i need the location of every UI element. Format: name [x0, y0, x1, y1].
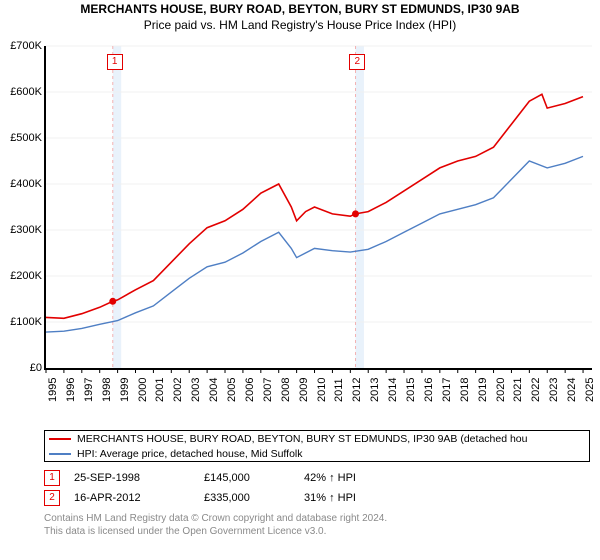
x-tick-label: 2019 — [477, 378, 489, 402]
chart-container: MERCHANTS HOUSE, BURY ROAD, BEYTON, BURY… — [0, 0, 600, 560]
x-tick-label: 2016 — [423, 378, 435, 402]
legend-swatch — [49, 453, 71, 455]
x-tick-label: 1998 — [101, 378, 113, 402]
x-tick-label: 2002 — [172, 378, 184, 402]
y-tick-label: £600K — [0, 86, 42, 98]
x-tick-label: 2013 — [369, 378, 381, 402]
legend-label: MERCHANTS HOUSE, BURY ROAD, BEYTON, BURY… — [77, 433, 528, 445]
x-axis-labels: 1995 1996 1997 1998 1999 2000 2001 2002 2003 2004… — [44, 370, 590, 424]
x-tick-label: 2010 — [316, 378, 328, 402]
y-tick-label: £700K — [0, 40, 42, 52]
legend-item-property: MERCHANTS HOUSE, BURY ROAD, BEYTON, BURY… — [45, 431, 589, 446]
x-tick-label: 2017 — [441, 378, 453, 402]
footer-line: Contains HM Land Registry data © Crown c… — [44, 512, 590, 525]
footer: Contains HM Land Registry data © Crown c… — [44, 512, 590, 538]
sale-row: 1 25-SEP-1998 £145,000 42% ↑ HPI — [44, 468, 590, 488]
sale-date: 16-APR-2012 — [74, 492, 204, 504]
y-tick-label: £300K — [0, 224, 42, 236]
y-tick-label: £200K — [0, 270, 42, 282]
legend-item-hpi: HPI: Average price, detached house, Mid … — [45, 446, 589, 461]
sale-row: 2 16-APR-2012 £335,000 31% ↑ HPI — [44, 488, 590, 508]
sale-price: £145,000 — [204, 472, 304, 484]
y-tick-label: £0 — [0, 362, 42, 374]
sales-table: 1 25-SEP-1998 £145,000 42% ↑ HPI 2 16-AP… — [44, 468, 590, 508]
sale-date: 25-SEP-1998 — [74, 472, 204, 484]
x-tick-label: 1996 — [65, 378, 77, 402]
x-tick-label: 2001 — [154, 378, 166, 402]
x-tick-label: 2003 — [190, 378, 202, 402]
x-tick-label: 2020 — [495, 378, 507, 402]
x-tick-label: 2007 — [262, 378, 274, 402]
legend-swatch — [49, 438, 71, 440]
x-tick-label: 2012 — [351, 378, 363, 402]
x-tick-label: 2008 — [280, 378, 292, 402]
y-tick-label: £400K — [0, 178, 42, 190]
titles: MERCHANTS HOUSE, BURY ROAD, BEYTON, BURY… — [0, 0, 600, 32]
x-tick-label: 2024 — [566, 378, 578, 402]
y-tick-label: £100K — [0, 316, 42, 328]
plot-area — [44, 46, 592, 370]
chart-marker: 2 — [349, 54, 365, 70]
footer-line: This data is licensed under the Open Gov… — [44, 525, 590, 538]
x-tick-label: 2015 — [405, 378, 417, 402]
sale-marker: 1 — [44, 470, 60, 486]
sale-marker: 2 — [44, 490, 60, 506]
x-tick-label: 2022 — [530, 378, 542, 402]
x-tick-label: 1995 — [47, 378, 59, 402]
x-tick-label: 2006 — [244, 378, 256, 402]
x-tick-label: 2009 — [298, 378, 310, 402]
x-tick-label: 2023 — [548, 378, 560, 402]
sale-price: £335,000 — [204, 492, 304, 504]
legend-label: HPI: Average price, detached house, Mid … — [77, 448, 303, 460]
sale-delta: 31% ↑ HPI — [304, 492, 434, 504]
legend: MERCHANTS HOUSE, BURY ROAD, BEYTON, BURY… — [44, 430, 590, 462]
x-tick-label: 2021 — [512, 378, 524, 402]
x-tick-label: 2025 — [584, 378, 596, 402]
title-subtitle: Price paid vs. HM Land Registry's House … — [0, 16, 600, 32]
x-tick-label: 2014 — [387, 378, 399, 402]
x-tick-label: 1997 — [83, 378, 95, 402]
x-tick-label: 2011 — [333, 378, 345, 402]
x-tick-label: 2018 — [459, 378, 471, 402]
plot-svg — [46, 46, 592, 368]
sale-delta: 42% ↑ HPI — [304, 472, 434, 484]
x-tick-label: 2004 — [208, 378, 220, 402]
x-tick-label: 1999 — [119, 378, 131, 402]
chart-marker: 1 — [107, 54, 123, 70]
y-tick-label: £500K — [0, 132, 42, 144]
x-tick-label: 2005 — [226, 378, 238, 402]
title-address: MERCHANTS HOUSE, BURY ROAD, BEYTON, BURY… — [0, 0, 600, 16]
x-tick-label: 2000 — [137, 378, 149, 402]
